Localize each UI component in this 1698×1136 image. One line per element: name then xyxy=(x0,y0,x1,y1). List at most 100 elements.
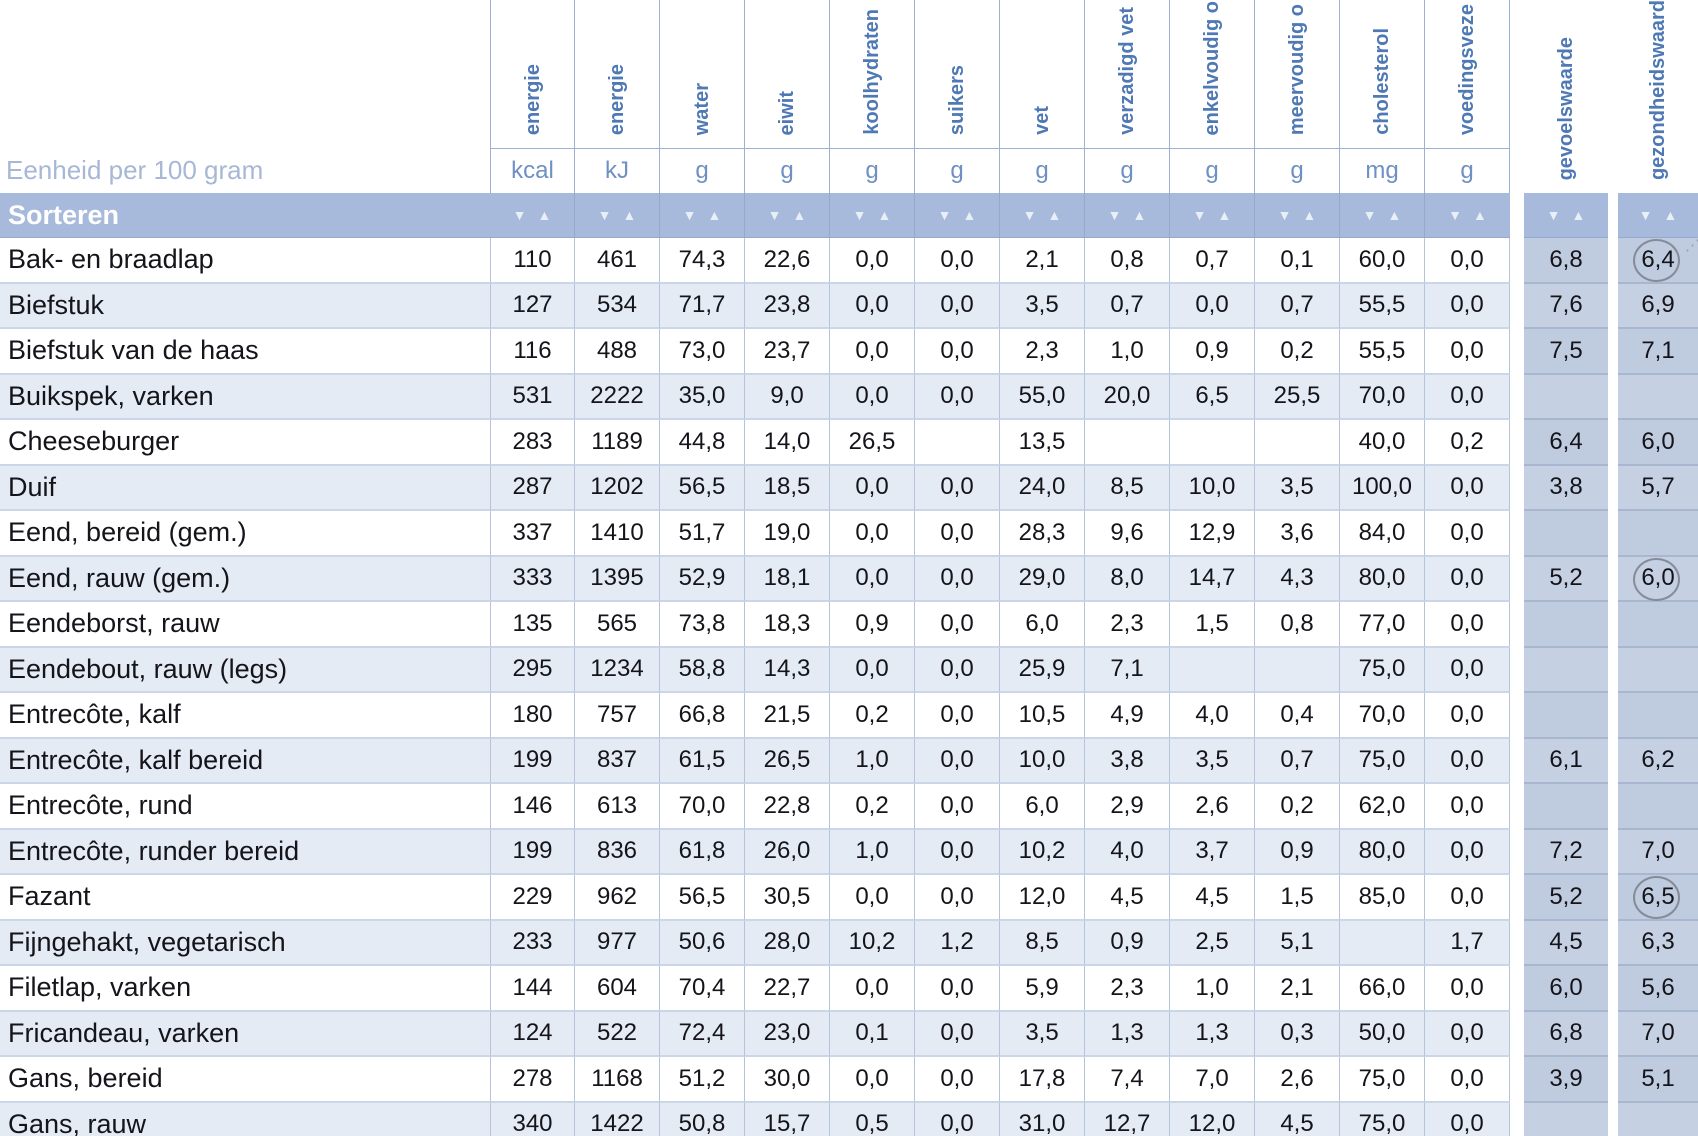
unit-cell-4: g xyxy=(830,148,915,193)
sort-ascending-icon[interactable]: ▲ xyxy=(622,207,637,223)
value-cell: 1,0 xyxy=(1170,966,1255,1012)
sort-ascending-icon[interactable]: ▲ xyxy=(707,207,722,223)
value-cell: 70,0 xyxy=(1340,374,1425,420)
column-gap xyxy=(1510,556,1524,602)
sort-descending-icon[interactable]: ▼ xyxy=(1638,207,1653,223)
column-gap xyxy=(1510,511,1524,557)
value-cell: 51,2 xyxy=(660,1057,745,1103)
sort-ascending-icon[interactable]: ▲ xyxy=(962,207,977,223)
value-cell: 0,0 xyxy=(830,238,915,284)
value-cell: 5,9 xyxy=(1000,966,1085,1012)
value-cell: 61,5 xyxy=(660,738,745,784)
sort-ascending-icon[interactable]: ▲ xyxy=(1387,207,1402,223)
sort-control-7[interactable]: ▼ ▲ xyxy=(1085,193,1170,238)
sort-ascending-icon[interactable]: ▲ xyxy=(1473,207,1487,223)
sort-ascending-icon[interactable]: ▲ xyxy=(792,207,807,223)
sort-control-5[interactable]: ▼ ▲ xyxy=(915,193,1000,238)
sort-descending-icon[interactable]: ▼ xyxy=(1448,207,1462,223)
value-cell: 75,0 xyxy=(1340,1057,1425,1103)
gezondheidswaarde-value: 6,2 xyxy=(1641,746,1675,774)
value-cell: 73,8 xyxy=(660,602,745,648)
sort-control-gezondheidswaarde[interactable]: ▼ ▲ xyxy=(1618,193,1698,238)
value-cell: 44,8 xyxy=(660,420,745,466)
unit-cell-7: g xyxy=(1085,148,1170,193)
sort-ascending-icon[interactable]: ▲ xyxy=(1047,207,1062,223)
value-cell: 0,0 xyxy=(915,829,1000,875)
sort-ascending-icon[interactable]: ▲ xyxy=(1302,207,1317,223)
sort-control-4[interactable]: ▼ ▲ xyxy=(830,193,915,238)
sort-control-2[interactable]: ▼ ▲ xyxy=(660,193,745,238)
value-cell: 0,0 xyxy=(830,283,915,329)
gezondheidswaarde-value: 6,0 xyxy=(1641,564,1675,592)
value-cell: 0,0 xyxy=(1425,693,1510,739)
column-gap xyxy=(1608,238,1618,284)
value-cell: 0,0 xyxy=(830,374,915,420)
sort-descending-icon[interactable]: ▼ xyxy=(937,207,952,223)
sort-control-8[interactable]: ▼ ▲ xyxy=(1170,193,1255,238)
sort-ascending-icon[interactable]: ▲ xyxy=(877,207,892,223)
sort-descending-icon[interactable]: ▼ xyxy=(1107,207,1122,223)
sort-control-6[interactable]: ▼ ▲ xyxy=(1000,193,1085,238)
value-cell: 0,1 xyxy=(830,1011,915,1057)
column-header-9: meervoudig o xyxy=(1255,0,1340,148)
value-cell: 0,1 xyxy=(1255,238,1340,284)
sort-descending-icon[interactable]: ▼ xyxy=(1022,207,1037,223)
column-header-label: energie xyxy=(606,63,628,135)
value-cell: 55,5 xyxy=(1340,283,1425,329)
sort-descending-icon[interactable]: ▼ xyxy=(597,207,612,223)
value-cell: 66,8 xyxy=(660,693,745,739)
sort-descending-icon[interactable]: ▼ xyxy=(682,207,697,223)
value-cell: 522 xyxy=(575,1011,660,1057)
sort-ascending-icon[interactable]: ▲ xyxy=(537,207,552,223)
sort-descending-icon[interactable]: ▼ xyxy=(767,207,782,223)
value-cell: 0,0 xyxy=(915,693,1000,739)
value-cell: 6,0 xyxy=(1000,602,1085,648)
gevoelswaarde-cell: 6,4 xyxy=(1524,420,1608,466)
sort-arrows: ▼ ▲ xyxy=(1547,208,1586,222)
sort-control-gevoelswaarde[interactable]: ▼ ▲ xyxy=(1524,193,1608,238)
value-cell: 0,0 xyxy=(915,329,1000,375)
sort-control-10[interactable]: ▼ ▲ xyxy=(1340,193,1425,238)
value-cell: 22,8 xyxy=(745,784,830,830)
sort-control-9[interactable]: ▼ ▲ xyxy=(1255,193,1340,238)
gezondheidswaarde-cell: 5,6 xyxy=(1618,966,1698,1012)
column-gap xyxy=(1608,1011,1618,1057)
table-row: Buikspek, varken 531 2222 35,0 9,0 0,0 0,0 55,0… xyxy=(0,374,1698,420)
column-header-label: enkelvoudig o xyxy=(1201,0,1223,135)
sort-descending-icon[interactable]: ▼ xyxy=(1192,207,1207,223)
sort-ascending-icon[interactable]: ▲ xyxy=(1217,207,1232,223)
sort-descending-icon[interactable]: ▼ xyxy=(1362,207,1377,223)
value-cell: 7,1 xyxy=(1085,647,1170,693)
sort-control-1[interactable]: ▼ ▲ xyxy=(575,193,660,238)
value-cell: 0,0 xyxy=(915,1057,1000,1103)
sort-descending-icon[interactable]: ▼ xyxy=(1546,207,1561,223)
food-name-cell: Gans, bereid xyxy=(0,1057,490,1103)
value-cell: 55,0 xyxy=(1000,374,1085,420)
gezondheidswaarde-cell xyxy=(1618,693,1698,739)
value-cell: 0,9 xyxy=(1085,920,1170,966)
sort-descending-icon[interactable]: ▼ xyxy=(512,207,527,223)
value-cell: 531 xyxy=(490,374,575,420)
value-cell: 50,8 xyxy=(660,1102,745,1136)
sort-ascending-icon[interactable]: ▲ xyxy=(1132,207,1147,223)
value-cell: 1,5 xyxy=(1170,602,1255,648)
value-cell: 70,0 xyxy=(1340,693,1425,739)
value-cell: 0,0 xyxy=(1425,511,1510,557)
sort-control-11[interactable]: ▼ ▲ xyxy=(1425,193,1510,238)
value-cell: 2,3 xyxy=(1085,602,1170,648)
value-cell: 26,5 xyxy=(830,420,915,466)
sort-control-0[interactable]: ▼ ▲ xyxy=(490,193,575,238)
sort-ascending-icon[interactable]: ▲ xyxy=(1663,207,1678,223)
value-cell: 116 xyxy=(490,329,575,375)
value-cell: 80,0 xyxy=(1340,556,1425,602)
value-cell: 199 xyxy=(490,738,575,784)
sort-control-3[interactable]: ▼ ▲ xyxy=(745,193,830,238)
column-header-11: voedingsveze xyxy=(1425,0,1510,148)
sort-ascending-icon[interactable]: ▲ xyxy=(1571,207,1586,223)
sort-arrows: ▼ ▲ xyxy=(938,208,977,222)
sort-descending-icon[interactable]: ▼ xyxy=(1277,207,1292,223)
gevoelswaarde-cell: 3,9 xyxy=(1524,1057,1608,1103)
value-cell: 12,0 xyxy=(1170,1102,1255,1136)
sort-descending-icon[interactable]: ▼ xyxy=(852,207,867,223)
value-cell: 56,5 xyxy=(660,875,745,921)
